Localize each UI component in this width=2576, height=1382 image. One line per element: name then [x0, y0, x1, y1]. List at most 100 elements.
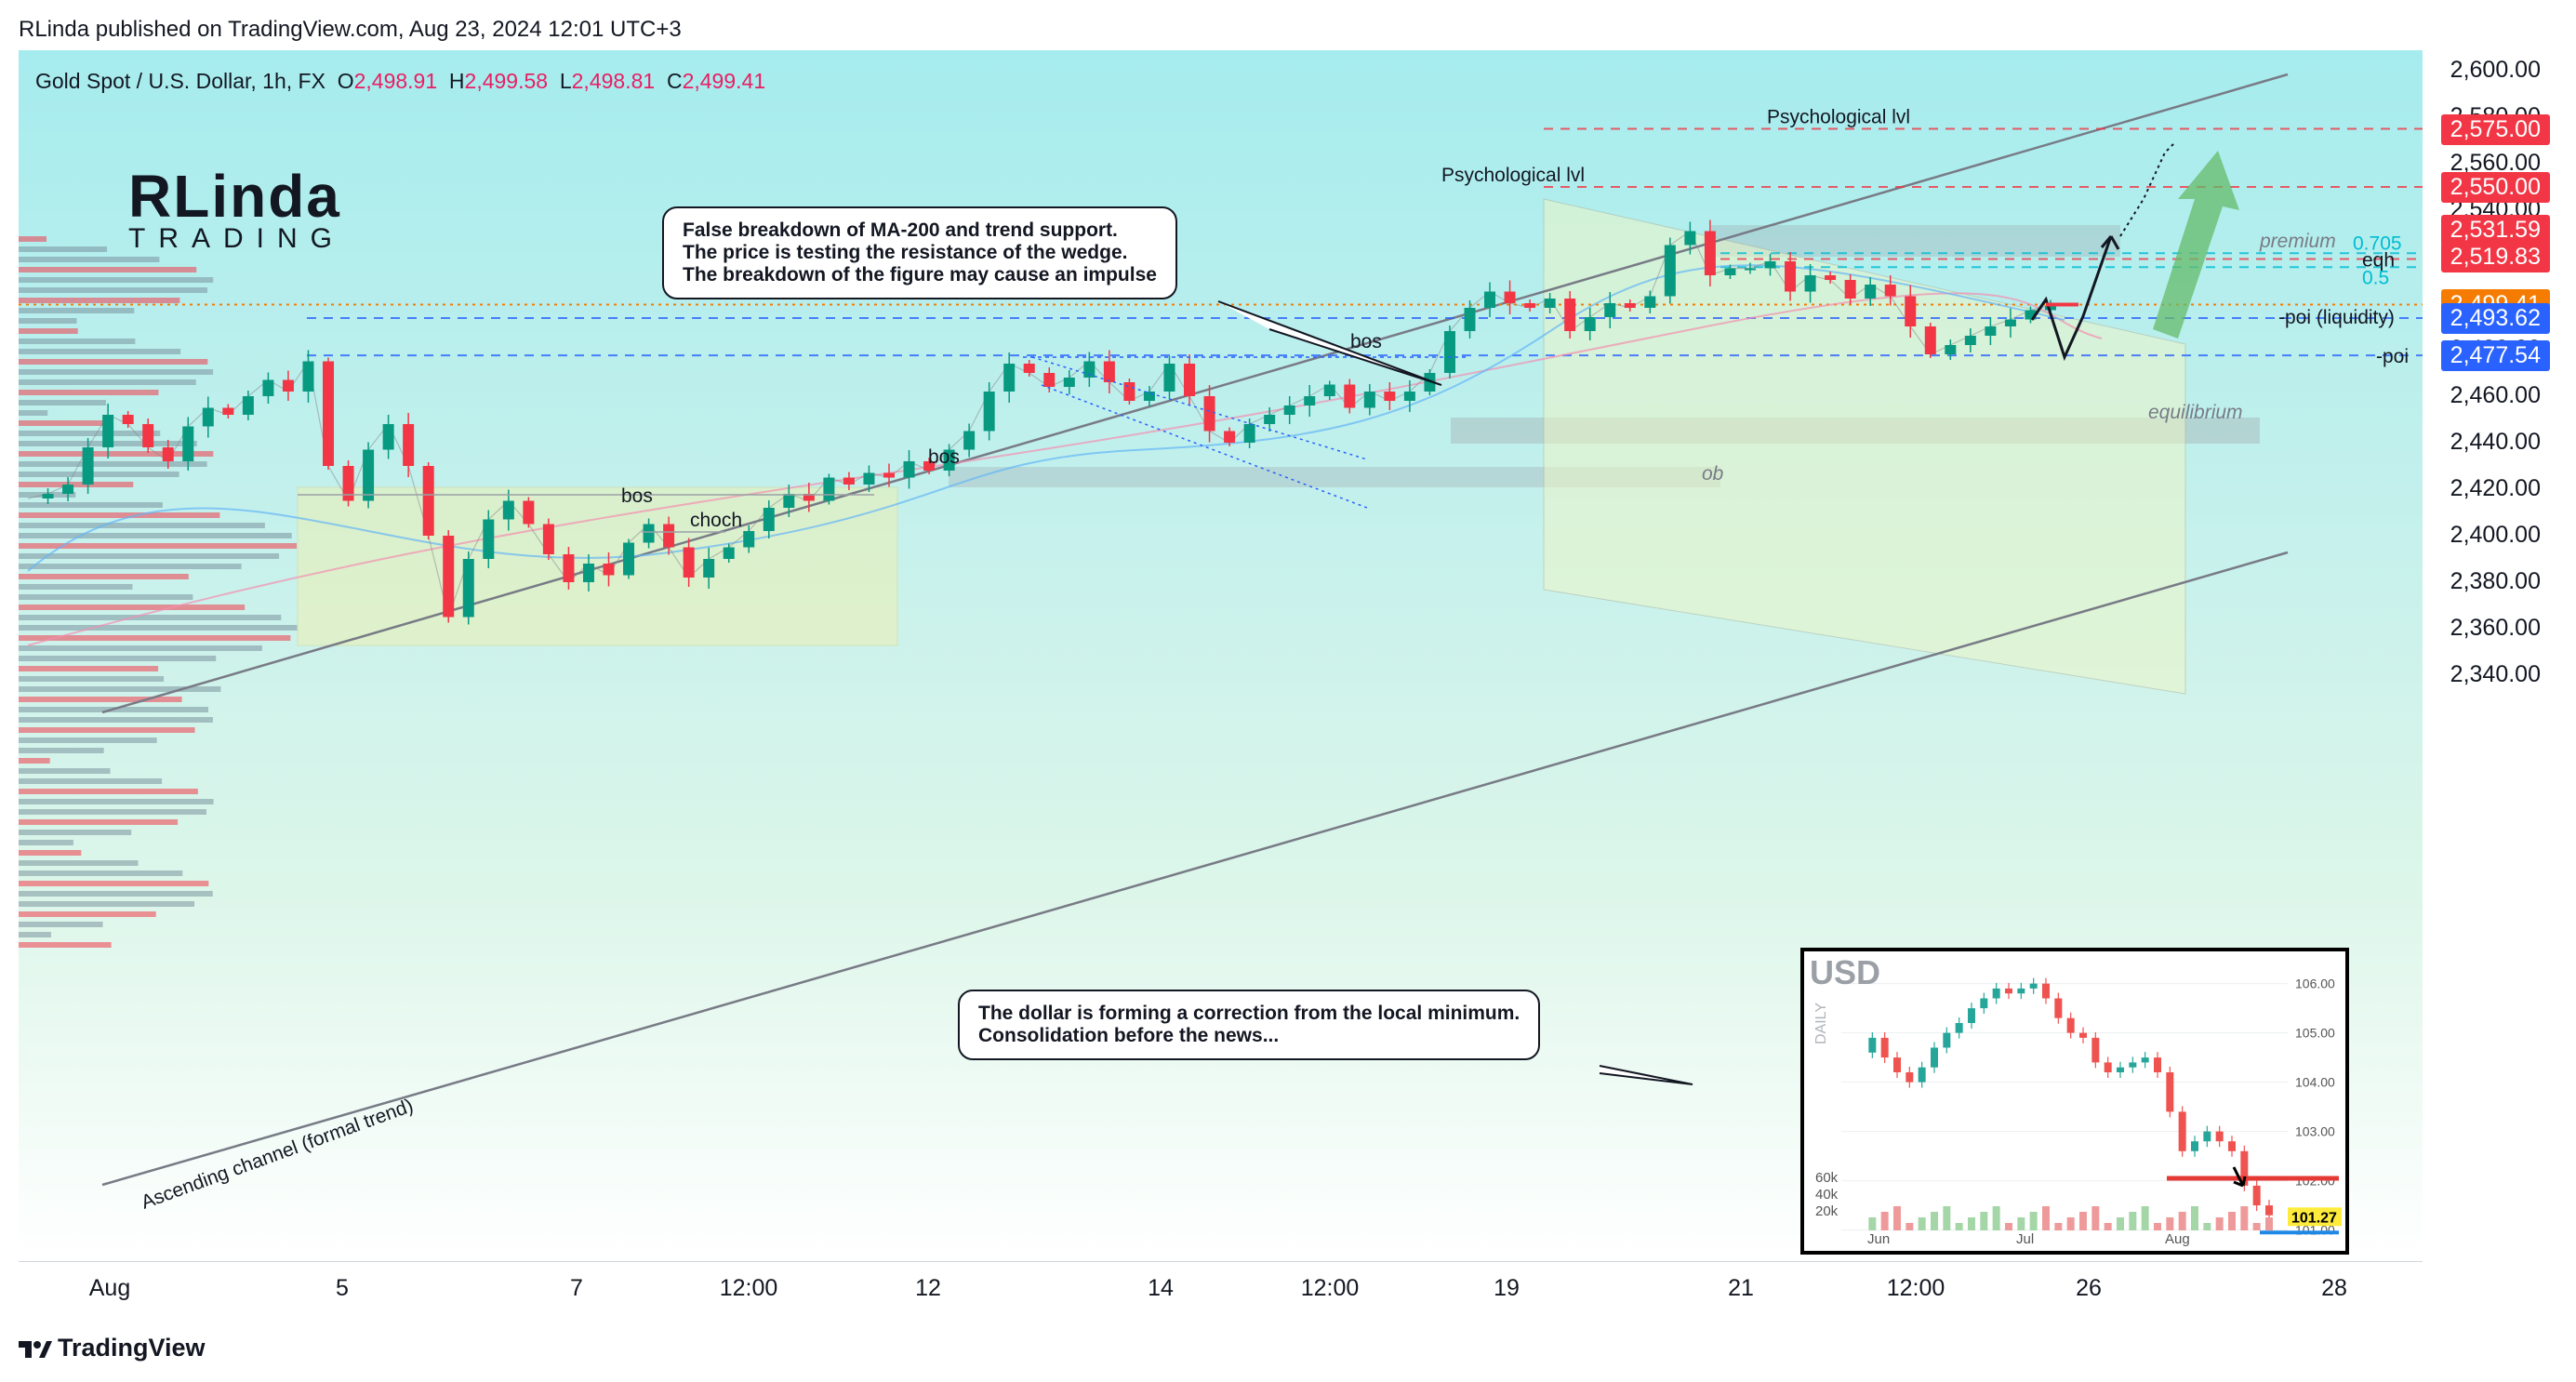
- candle-body: [1985, 326, 1997, 336]
- open-value: 2,498.91: [353, 69, 438, 93]
- volume-profile-bar: [19, 881, 209, 886]
- usd-volume-bar: [2252, 1223, 2261, 1230]
- volume-profile-bar: [19, 584, 133, 590]
- time-axis[interactable]: Aug 5 7 12:00 12 14 12:00 19 21 12:00 26 28: [19, 1261, 2423, 1316]
- volume-profile-bar: [19, 472, 179, 477]
- price-tick-label: 2,340.00: [2450, 661, 2541, 687]
- chart-area[interactable]: Psychological lvl Psychological lvl 0.705 e…: [19, 50, 2557, 1315]
- volume-profile-bar: [19, 482, 134, 487]
- logo-main-text: RLinda: [128, 163, 341, 230]
- usd-volume-bar: [2029, 1212, 2038, 1230]
- candle-body: [102, 415, 114, 447]
- candle-body: [1524, 303, 1536, 308]
- volume-profile-bar: [19, 564, 242, 569]
- rlinda-logo: RLinda TRADING: [128, 162, 345, 255]
- volume-profile-bar: [19, 809, 206, 815]
- usd-volume-bar: [2228, 1212, 2236, 1230]
- time-tick-label: 12:00: [1886, 1275, 1945, 1301]
- candle-body: [1323, 384, 1335, 396]
- candle-body: [1664, 245, 1676, 297]
- usd-candle-body: [2252, 1185, 2261, 1206]
- usd-candle-body: [2240, 1150, 2249, 1186]
- level-label: 0.705: [2353, 233, 2402, 254]
- volume-profile-bar: [19, 901, 194, 907]
- usd-volume-bar: [2005, 1223, 2012, 1230]
- time-tick-label: 5: [336, 1275, 349, 1301]
- volume-profile-bar: [19, 789, 198, 794]
- annotation-label: bos: [928, 446, 960, 468]
- candle-body: [82, 447, 94, 485]
- candle-body: [502, 500, 514, 520]
- candle-body: [1003, 364, 1016, 392]
- candle-body: [382, 424, 394, 450]
- volume-profile-bar: [19, 819, 179, 825]
- candle-body: [1724, 268, 1736, 275]
- candle-body: [282, 379, 294, 392]
- volume-profile-bar: [19, 451, 214, 457]
- candle-body: [302, 361, 314, 392]
- candle-body: [1424, 373, 1436, 392]
- gold-callout-line: The breakdown of the figure may cause an…: [683, 264, 1157, 286]
- symbol-legend: Gold Spot / U.S. Dollar, 1h, FX O2,498.9…: [35, 69, 765, 94]
- demand-zone: [297, 486, 898, 646]
- usd-volume-bar: [2017, 1217, 2025, 1230]
- volume-profile-bar: [19, 349, 181, 354]
- volume-profile-bar: [19, 717, 213, 723]
- volume-profile-bar: [19, 778, 163, 784]
- level-label: -poi: [2376, 346, 2409, 367]
- usd-volume-bar: [2191, 1206, 2198, 1230]
- price-axis[interactable]: 2,600.002,580.002,560.002,540.002,480.00…: [2423, 50, 2557, 1259]
- usd-volume-bar: [2079, 1212, 2087, 1230]
- volume-profile-bar: [19, 287, 208, 293]
- gold-callout-line: False breakdown of MA-200 and trend supp…: [683, 219, 1118, 241]
- volume-profile-bar: [19, 420, 109, 426]
- volume-profile-bar: [19, 932, 51, 937]
- price-tick-label: 2,560.00: [2450, 150, 2541, 176]
- usd-time-tick: Jul: [2016, 1231, 2034, 1247]
- usd-candle-body: [1943, 1032, 1951, 1048]
- volume-profile-bar: [19, 246, 108, 252]
- volume-profile-bar: [19, 799, 214, 804]
- candle-body: [643, 524, 655, 543]
- candle-body: [342, 466, 354, 501]
- volume-profile-bar: [19, 553, 280, 559]
- usd-candle-body: [2079, 1032, 2087, 1038]
- usd-volume-bar: [1992, 1206, 2000, 1230]
- candle-body: [663, 524, 675, 548]
- tradingview-footer[interactable]: TradingView: [19, 1334, 206, 1362]
- usd-candle-body: [2215, 1131, 2224, 1142]
- level-label: 0.5: [2362, 267, 2389, 288]
- open-label: O: [337, 69, 354, 93]
- usd-timeframe: DAILY: [1813, 1002, 1829, 1044]
- candle-body: [1825, 275, 1837, 280]
- candle-body: [2004, 319, 2016, 326]
- usd-volume-bar: [2203, 1223, 2211, 1230]
- candle-body: [1704, 231, 1716, 275]
- candle-body: [1443, 331, 1455, 373]
- volume-profile-bar: [19, 257, 160, 262]
- candle-body: [323, 361, 335, 466]
- candle-body: [443, 536, 455, 618]
- symbol-name: Gold Spot / U.S. Dollar, 1h, FX: [35, 69, 325, 93]
- candle-body: [823, 477, 835, 501]
- volume-profile-bar: [19, 318, 77, 324]
- candle-body: [863, 472, 875, 485]
- volume-profile-bar: [19, 431, 161, 436]
- candle-body: [1344, 384, 1356, 408]
- usd-candle-body: [1955, 1023, 1963, 1033]
- dollar-callout-line: The dollar is forming a correction from …: [978, 1003, 1520, 1024]
- usd-candle-body: [2005, 988, 2012, 994]
- candle-body: [603, 564, 615, 576]
- volume-profile-bar: [19, 502, 163, 508]
- candle-body: [703, 559, 715, 578]
- price-tick-label: 2,420.00: [2450, 475, 2541, 501]
- candle-body: [963, 431, 976, 450]
- usd-candle-body: [1931, 1047, 1938, 1068]
- candle-body: [1644, 296, 1656, 308]
- usd-candle-body: [2203, 1131, 2211, 1142]
- usd-candle-body: [1918, 1067, 1926, 1083]
- gold-callout-line: The price is testing the resistance of t…: [683, 242, 1128, 263]
- usd-volume-bar: [2054, 1223, 2063, 1230]
- projection-path: [2030, 235, 2113, 362]
- volume-profile-bar: [19, 758, 50, 764]
